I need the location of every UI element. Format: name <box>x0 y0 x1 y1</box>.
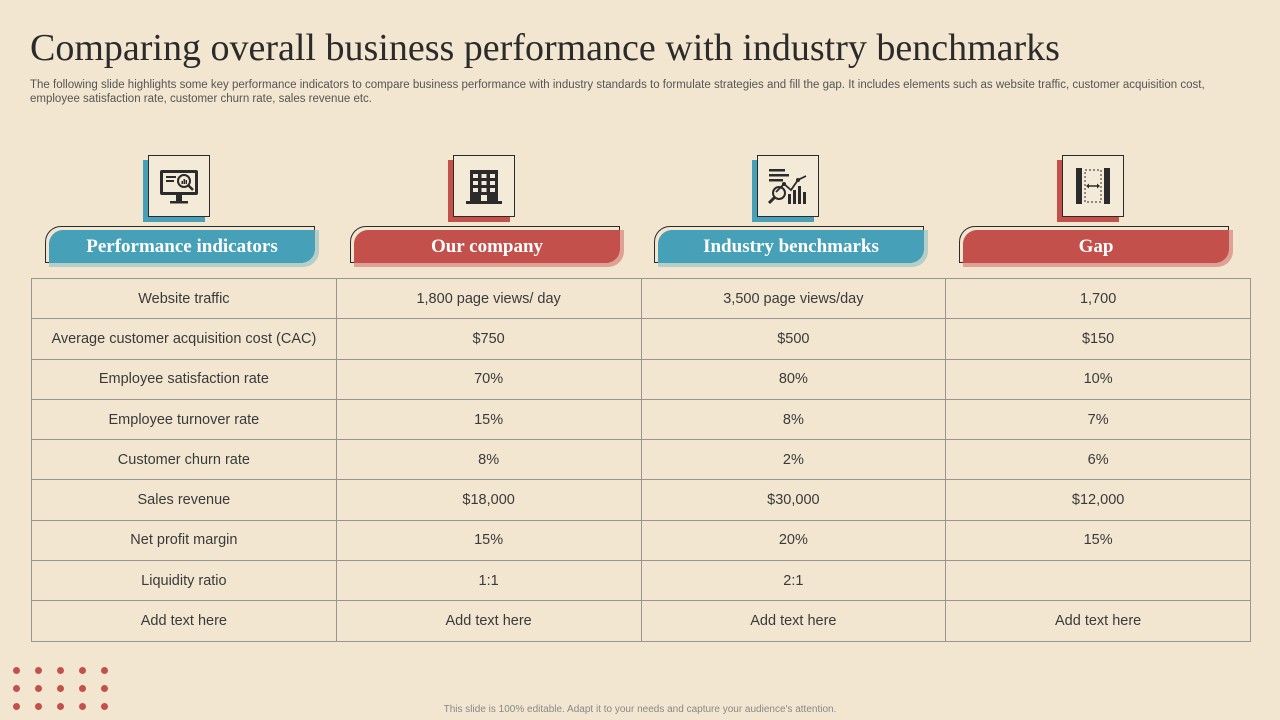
table-cell: Sales revenue <box>31 479 337 521</box>
chart-search-icon <box>757 155 819 217</box>
column-header-industry-benchmarks: Industry benchmarks <box>654 155 930 267</box>
column-headers: Performance indicators Our comp <box>0 0 1280 280</box>
table-cell: $12,000 <box>945 479 1251 521</box>
decorative-dots <box>13 667 113 717</box>
table-cell: 10% <box>945 358 1251 400</box>
building-icon <box>453 155 515 217</box>
table-cell: 3,500 page views/day <box>640 277 947 320</box>
table-cell <box>945 560 1251 602</box>
table-row: Employee satisfaction rate 70% 80% 10% <box>31 358 1251 400</box>
footer-note: This slide is 100% editable. Adapt it to… <box>443 704 837 715</box>
table-cell: $150 <box>945 318 1251 360</box>
table-cell: 7% <box>945 398 1251 441</box>
table-row: Sales revenue $18,000 $30,000 $12,000 <box>31 479 1251 521</box>
table-row: Website traffic 1,800 page views/ day 3,… <box>31 277 1251 320</box>
table-cell: $750 <box>335 318 642 360</box>
table-row: Employee turnover rate 15% 8% 7% <box>31 398 1251 441</box>
table-cell: 1:1 <box>335 560 642 602</box>
width-gap-icon <box>1062 155 1124 217</box>
column-header-label: Gap <box>963 230 1229 263</box>
table-cell: 70% <box>335 358 642 400</box>
table-row: Net profit margin 15% 20% 15% <box>31 519 1251 562</box>
table-cell: $18,000 <box>335 479 642 521</box>
table-row: Customer churn rate 8% 2% 6% <box>31 439 1251 481</box>
table-cell: 1,700 <box>945 277 1251 320</box>
table-cell: 15% <box>945 519 1251 562</box>
column-header-our-company: Our company <box>350 155 626 267</box>
page-subtitle: The following slide highlights some key … <box>30 79 1205 105</box>
table-row: Add text here Add text here Add text her… <box>31 600 1251 642</box>
table-cell: 80% <box>640 358 947 400</box>
table-cell: Add text here <box>31 600 337 642</box>
table-cell: Website traffic <box>31 277 337 320</box>
table-cell: Customer churn rate <box>31 439 337 481</box>
column-header-gap: Gap <box>959 155 1235 267</box>
table-cell: 15% <box>335 398 642 441</box>
table-cell: 2% <box>640 439 947 481</box>
column-header-label: Performance indicators <box>49 230 315 263</box>
column-header-performance-indicators: Performance indicators <box>45 155 321 267</box>
table-cell: 20% <box>640 519 947 562</box>
table-cell: $500 <box>640 318 947 360</box>
benchmark-table: Website traffic 1,800 page views/ day 3,… <box>31 277 1251 642</box>
table-cell: Add text here <box>640 600 947 642</box>
monitor-analytics-icon <box>148 155 210 217</box>
table-row: Average customer acquisition cost (CAC) … <box>31 318 1251 360</box>
table-cell: Net profit margin <box>31 519 337 562</box>
table-cell: 1,800 page views/ day <box>335 277 642 320</box>
page-title: Comparing overall business performance w… <box>30 27 1060 69</box>
table-cell: Average customer acquisition cost (CAC) <box>31 318 337 360</box>
table-cell: Employee satisfaction rate <box>31 358 337 400</box>
table-cell: $30,000 <box>640 479 947 521</box>
column-header-label: Our company <box>354 230 620 263</box>
table-cell: 6% <box>945 439 1251 481</box>
table-cell: Add text here <box>945 600 1251 642</box>
table-cell: Employee turnover rate <box>31 398 337 441</box>
table-row: Liquidity ratio 1:1 2:1 <box>31 560 1251 602</box>
column-header-label: Industry benchmarks <box>658 230 924 263</box>
table-cell: Add text here <box>335 600 642 642</box>
table-cell: 15% <box>335 519 642 562</box>
table-cell: 8% <box>640 398 947 441</box>
table-cell: Liquidity ratio <box>31 560 337 602</box>
table-cell: 2:1 <box>640 560 947 602</box>
table-cell: 8% <box>335 439 642 481</box>
